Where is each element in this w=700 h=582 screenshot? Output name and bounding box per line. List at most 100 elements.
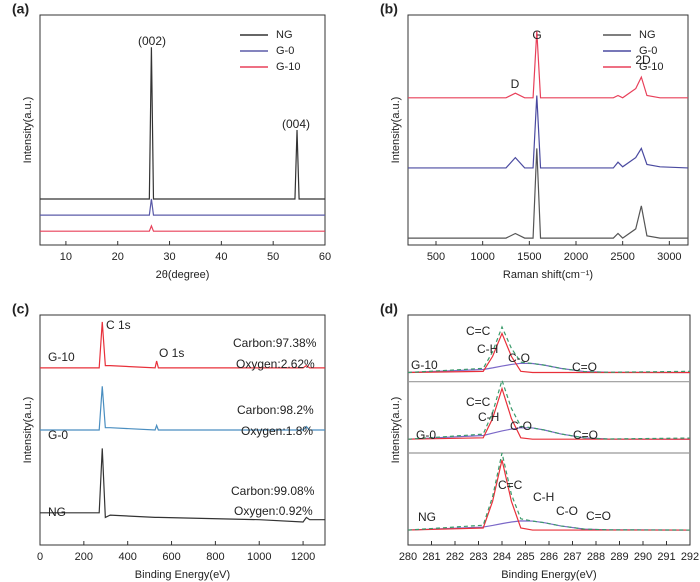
annotation: Carbon:99.08% <box>231 484 315 498</box>
x-tick-label: 284 <box>493 551 511 563</box>
y-axis-label: Intensity(a.u.) <box>390 397 402 464</box>
x-tick-label: 200 <box>75 551 93 563</box>
series-line <box>40 198 325 216</box>
annotation: 2D <box>635 53 651 67</box>
x-tick-label: 0 <box>37 551 43 563</box>
x-tick-label: 10 <box>60 251 72 263</box>
x-tick-label: 800 <box>206 551 224 563</box>
x-tick-label: 50 <box>267 251 279 263</box>
series-line <box>40 386 325 431</box>
annotation: C=O <box>572 360 597 374</box>
x-tick-label: 290 <box>634 551 652 563</box>
series-line <box>407 362 691 374</box>
x-tick-label: 500 <box>427 251 445 263</box>
series-line <box>40 321 325 369</box>
series-label: G-0 <box>48 428 68 442</box>
annotation: C=O <box>573 428 598 442</box>
x-tick-label: 280 <box>399 551 417 563</box>
annotation: C=C <box>466 395 491 409</box>
panel-label: (a) <box>12 1 29 17</box>
y-axis-label: Intensity(a.u.) <box>390 97 402 164</box>
x-tick-label: 20 <box>112 251 124 263</box>
legend-label: G-10 <box>276 61 300 73</box>
panel-label: (d) <box>380 301 398 317</box>
series-line <box>407 459 690 531</box>
annotation: Carbon:98.2% <box>237 403 314 417</box>
x-tick-label: 288 <box>587 551 605 563</box>
annotation: (004) <box>282 117 310 131</box>
series-line <box>407 378 691 440</box>
annotation: Carbon:97.38% <box>233 336 317 350</box>
x-tick-label: 286 <box>540 551 558 563</box>
x-tick-label: 2500 <box>610 251 634 263</box>
series-line <box>408 31 688 99</box>
x-tick-label: 289 <box>610 551 628 563</box>
annotation: C-H <box>477 342 498 356</box>
x-tick-label: 3000 <box>657 251 681 263</box>
x-tick-label: 291 <box>657 551 675 563</box>
annotation: C 1s <box>106 318 131 332</box>
series-label: G-10 <box>48 350 75 364</box>
x-tick-label: 30 <box>163 251 175 263</box>
series-line <box>40 47 325 200</box>
annotation: C-H <box>478 410 499 424</box>
x-tick-label: 281 <box>422 551 440 563</box>
annotation: Oxygen:2.62% <box>236 357 315 371</box>
legend-label: G-0 <box>639 45 657 57</box>
x-tick-label: 285 <box>516 551 534 563</box>
series-line <box>407 520 691 531</box>
series-line <box>407 386 690 440</box>
annotation: G-10 <box>411 358 438 372</box>
legend-label: G-10 <box>639 61 663 73</box>
series-line <box>408 148 688 239</box>
x-axis-label: Binding Energy(eV) <box>135 569 230 581</box>
x-axis-label: 2θ(degree) <box>156 269 210 281</box>
x-tick-label: 292 <box>681 551 699 563</box>
x-tick-label: 600 <box>162 551 180 563</box>
annotation: D <box>511 77 520 91</box>
annotation: NG <box>418 510 436 524</box>
annotation: C=C <box>498 478 523 492</box>
panel-label: (c) <box>12 301 29 317</box>
x-tick-label: 282 <box>446 551 464 563</box>
annotation: Oxygen:1.8% <box>241 424 313 438</box>
annotation: Oxygen:0.92% <box>234 504 313 518</box>
x-tick-label: 1000 <box>470 251 494 263</box>
annotation: C=C <box>466 324 491 338</box>
legend-label: NG <box>639 29 656 41</box>
series-line <box>407 331 690 374</box>
annotation: G <box>532 28 541 42</box>
x-axis-label: Binding Energy(eV) <box>501 569 596 581</box>
series-line <box>40 448 325 523</box>
x-tick-label: 1500 <box>517 251 541 263</box>
x-tick-label: 60 <box>319 251 331 263</box>
annotation: C=O <box>586 509 611 523</box>
x-tick-label: 40 <box>215 251 227 263</box>
annotation: G-0 <box>416 428 436 442</box>
legend-label: NG <box>276 29 293 41</box>
annotation: (002) <box>138 34 166 48</box>
x-tick-label: 2000 <box>564 251 588 263</box>
annotation: C-O <box>508 351 530 365</box>
y-axis-label: Intensity(a.u.) <box>22 397 34 464</box>
series-line <box>407 452 691 531</box>
series-line <box>407 427 691 440</box>
annotation: O 1s <box>159 346 184 360</box>
x-tick-label: 1200 <box>291 551 315 563</box>
x-tick-label: 400 <box>119 551 137 563</box>
series-label: NG <box>48 505 66 519</box>
x-tick-label: 283 <box>469 551 487 563</box>
panel-label: (b) <box>380 1 398 17</box>
plot-frame <box>407 314 691 546</box>
series-line <box>407 325 691 374</box>
x-tick-label: 287 <box>563 551 581 563</box>
plot-frame <box>39 14 326 246</box>
annotation: C-O <box>556 504 578 518</box>
y-axis-label: Intensity(a.u.) <box>22 97 34 164</box>
annotation: C-O <box>510 419 532 433</box>
legend-label: G-0 <box>276 45 294 57</box>
x-tick-label: 1000 <box>247 551 271 563</box>
annotation: C-H <box>533 490 554 504</box>
series-line <box>40 224 325 232</box>
